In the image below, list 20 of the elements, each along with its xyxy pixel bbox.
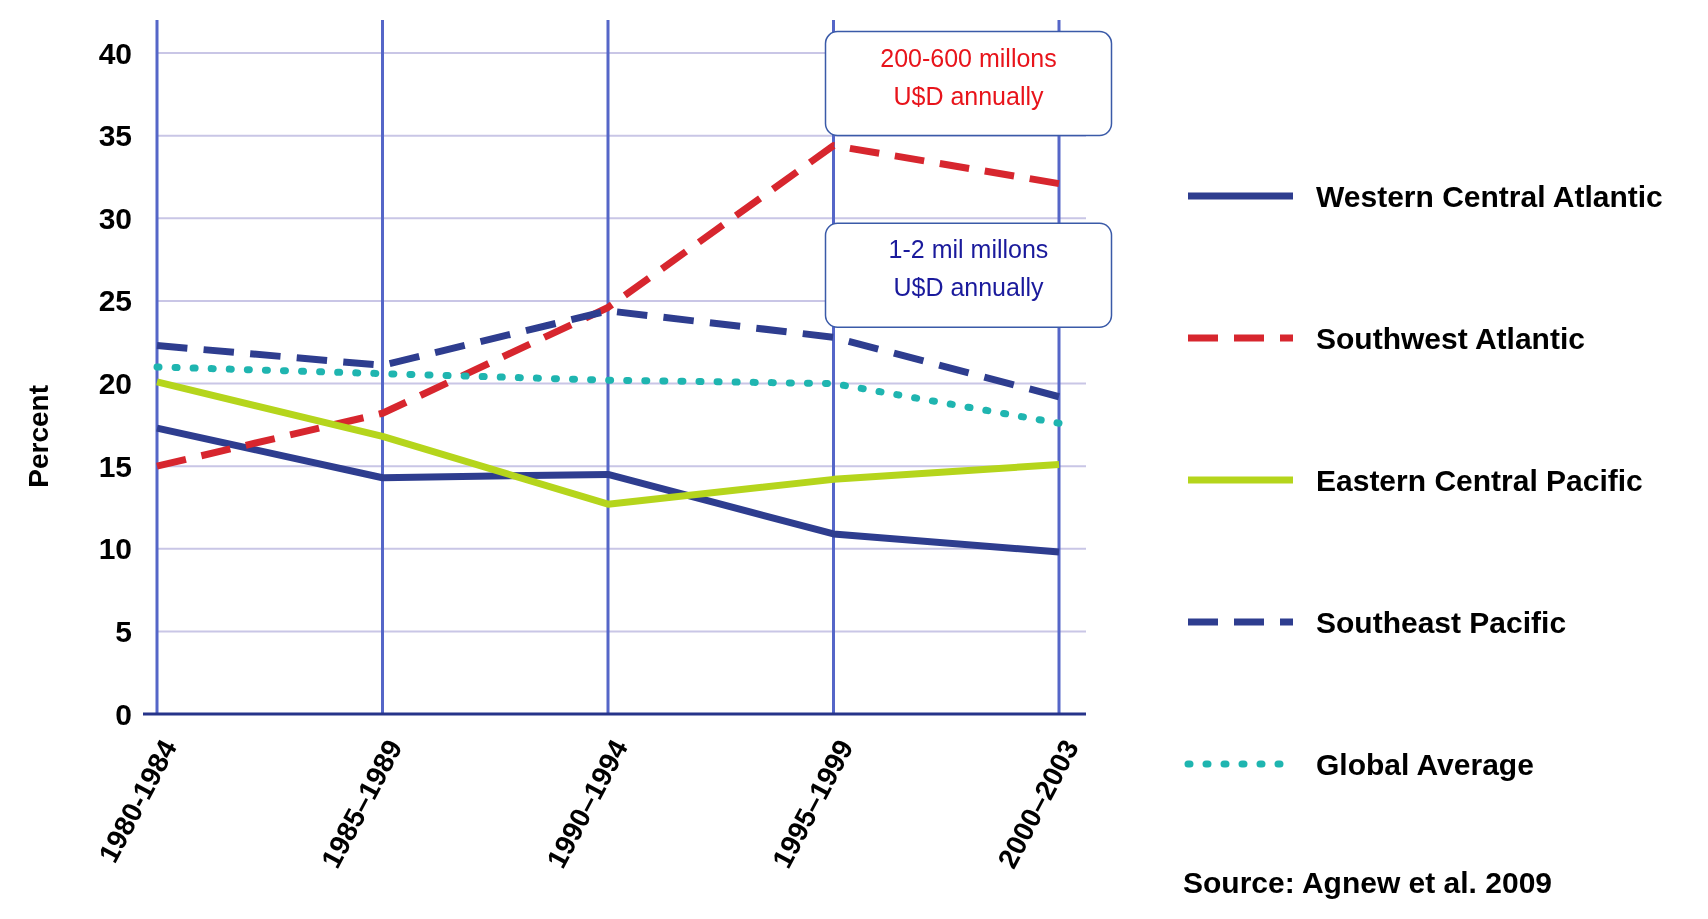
- annotation: 1-2 mil millons U$D annually: [888, 235, 1049, 302]
- legend-label: Eastern Central Pacific: [1316, 463, 1643, 497]
- y-tick-label: 10: [98, 532, 132, 566]
- y-tick-label: 40: [98, 36, 132, 70]
- legend-label: Global Average: [1316, 747, 1534, 781]
- legend-label: Southeast Pacific: [1316, 605, 1567, 639]
- source-note: Source: Agnew et al. 2009: [1183, 866, 1553, 899]
- legend-label: Southwest Atlantic: [1316, 321, 1585, 355]
- y-tick-label: 0: [115, 697, 132, 731]
- y-tick-label: 5: [115, 614, 132, 648]
- y-axis-title: Percent: [23, 385, 54, 488]
- callout-box: 1-2 mil millons U$D annually: [824, 222, 1113, 328]
- annotation: 200-600 millons U$D annually: [880, 43, 1057, 110]
- y-tick-label: 15: [98, 449, 132, 483]
- y-tick-label: 25: [98, 284, 132, 318]
- callout-box: 200-600 millons U$D annually: [824, 30, 1113, 137]
- legend-label: Western Central Atlantic: [1316, 179, 1663, 213]
- y-tick-label: 35: [98, 119, 132, 153]
- y-tick-label: 20: [98, 367, 132, 401]
- y-tick-label: 30: [98, 201, 132, 235]
